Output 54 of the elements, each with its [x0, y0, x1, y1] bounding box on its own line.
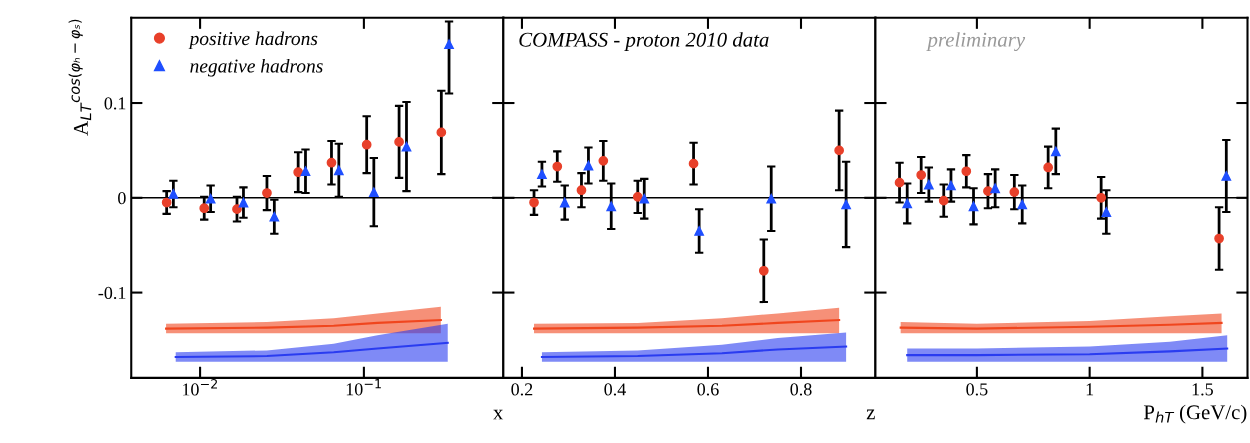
- point: [946, 180, 956, 191]
- point: [1101, 207, 1112, 217]
- point: [968, 201, 979, 212]
- point: [1096, 192, 1107, 203]
- annotation: preliminary: [926, 32, 1026, 52]
- x-tick-label: 0.5: [966, 383, 988, 396]
- legend-label: negative hadrons: [190, 58, 323, 77]
- point: [961, 166, 972, 177]
- x-axis-title: P$_{hT}$ (GeV/c): [1143, 404, 1247, 424]
- point: [938, 195, 949, 206]
- point: [1214, 233, 1224, 244]
- point: [639, 193, 650, 204]
- y-tick-label: -0.1: [98, 286, 126, 300]
- point: [694, 226, 705, 236]
- point: [894, 177, 905, 188]
- y-tick-label: 0: [118, 192, 126, 205]
- x-tick-label: 0.2: [511, 383, 533, 396]
- point: [758, 265, 769, 276]
- point: [834, 145, 845, 156]
- point: [598, 155, 609, 166]
- x-tick-label: 1: [1086, 383, 1094, 396]
- point: [1221, 171, 1232, 181]
- x-tick-label: 0.8: [790, 383, 812, 396]
- point: [990, 183, 1001, 194]
- point: [766, 193, 777, 204]
- point: [559, 197, 570, 208]
- point: [1009, 187, 1020, 197]
- y-axis-title: A$_{LT}$$^{cos(φₕ−φₛ)}$: [68, 19, 92, 136]
- x-tick-label: 10$^{−1}$: [346, 379, 381, 396]
- point: [923, 179, 934, 190]
- point: [916, 170, 927, 180]
- point: [576, 185, 587, 196]
- point: [552, 161, 563, 172]
- point: [606, 201, 617, 212]
- point: [841, 199, 851, 210]
- x-tick-label: 0.4: [604, 383, 626, 396]
- x-axis-title: x: [493, 409, 504, 420]
- point: [632, 191, 643, 202]
- point: [537, 169, 547, 179]
- annotation: COMPASS - proton 2010 data: [519, 32, 769, 52]
- point: [1043, 162, 1054, 173]
- x-tick-label: 0.6: [697, 383, 719, 396]
- x-tick-label: 10$^{−2}$: [182, 379, 217, 396]
- x-axis-title: z: [866, 409, 875, 420]
- point: [529, 197, 539, 208]
- point: [1017, 199, 1028, 210]
- point: [983, 186, 993, 197]
- point: [1050, 146, 1061, 157]
- point: [583, 160, 594, 171]
- point: [902, 198, 913, 209]
- y-tick-label: 0.1: [104, 97, 126, 110]
- point: [688, 158, 699, 169]
- x-tick-label: 1.5: [1192, 383, 1213, 396]
- legend-label: positive hadrons: [188, 31, 318, 50]
